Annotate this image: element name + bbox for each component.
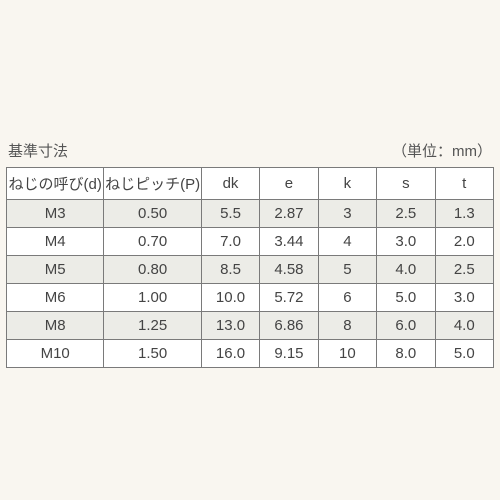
table-row: M6 1.00 10.0 5.72 6 5.0 3.0 [7,284,494,312]
cell: 0.50 [104,200,201,228]
cell: 3.0 [435,284,493,312]
table-row: M5 0.80 8.5 4.58 5 4.0 2.5 [7,256,494,284]
cell: 8.5 [201,256,259,284]
cell: 10.0 [201,284,259,312]
table-row: M8 1.25 13.0 6.86 8 6.0 4.0 [7,312,494,340]
unit-label: （単位：mm） [392,140,492,161]
table-header-row: ねじの呼び(d) ねじピッチ(P) dk e k s t [7,168,494,200]
spec-table: ねじの呼び(d) ねじピッチ(P) dk e k s t M3 0.50 5.5… [6,167,494,368]
cell: M6 [7,284,104,312]
col-header: k [318,168,376,200]
cell: 3.0 [377,228,435,256]
cell: 3.44 [260,228,318,256]
table-title: 基準寸法 [8,140,68,161]
col-header: s [377,168,435,200]
cell: 0.80 [104,256,201,284]
col-header: ねじの呼び(d) [7,168,104,200]
cell: 13.0 [201,312,259,340]
col-header: e [260,168,318,200]
cell: 2.5 [435,256,493,284]
cell: 10 [318,340,376,368]
col-header: t [435,168,493,200]
cell: 1.50 [104,340,201,368]
cell: 1.25 [104,312,201,340]
cell: 4 [318,228,376,256]
cell: 5.5 [201,200,259,228]
cell: M5 [7,256,104,284]
cell: M3 [7,200,104,228]
cell: 2.87 [260,200,318,228]
cell: 2.5 [377,200,435,228]
cell: 5.72 [260,284,318,312]
cell: 4.58 [260,256,318,284]
cell: 4.0 [377,256,435,284]
cell: 1.00 [104,284,201,312]
cell: 5.0 [377,284,435,312]
cell: 2.0 [435,228,493,256]
cell: 5.0 [435,340,493,368]
cell: 4.0 [435,312,493,340]
cell: 6.0 [377,312,435,340]
cell: 5 [318,256,376,284]
cell: 6.86 [260,312,318,340]
cell: 16.0 [201,340,259,368]
page: 基準寸法 （単位：mm） ねじの呼び(d) ねじピッチ(P) dk e k s … [0,0,500,368]
col-header: dk [201,168,259,200]
cell: M4 [7,228,104,256]
cell: 9.15 [260,340,318,368]
col-header: ねじピッチ(P) [104,168,201,200]
cell: 7.0 [201,228,259,256]
table-row: M10 1.50 16.0 9.15 10 8.0 5.0 [7,340,494,368]
cell: 1.3 [435,200,493,228]
cell: M8 [7,312,104,340]
cell: 8 [318,312,376,340]
table-row: M3 0.50 5.5 2.87 3 2.5 1.3 [7,200,494,228]
cell: 0.70 [104,228,201,256]
cell: 8.0 [377,340,435,368]
caption-row: 基準寸法 （単位：mm） [6,140,494,167]
table-row: M4 0.70 7.0 3.44 4 3.0 2.0 [7,228,494,256]
cell: 6 [318,284,376,312]
cell: M10 [7,340,104,368]
cell: 3 [318,200,376,228]
